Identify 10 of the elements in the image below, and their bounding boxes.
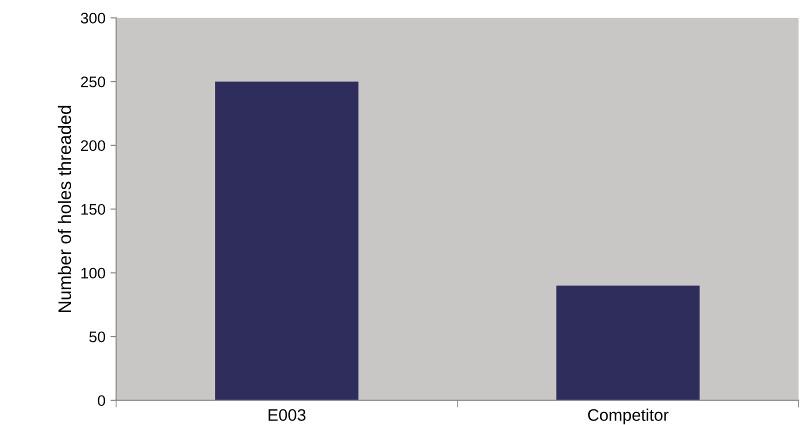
y-tick-label: 150 xyxy=(81,204,106,215)
y-axis-title: Number of holes threaded xyxy=(58,106,72,312)
y-tick-label: 300 xyxy=(80,12,106,24)
y-tick-label: 100 xyxy=(81,268,106,279)
x-tick-label: E003 xyxy=(268,409,306,421)
y-tick-label: 250 xyxy=(81,76,106,88)
y-tick-label: 0 xyxy=(98,395,106,406)
y-tick-label: 50 xyxy=(89,331,106,342)
x-tick-label: Competitor xyxy=(588,408,668,424)
y-tick-label: 200 xyxy=(81,140,106,152)
